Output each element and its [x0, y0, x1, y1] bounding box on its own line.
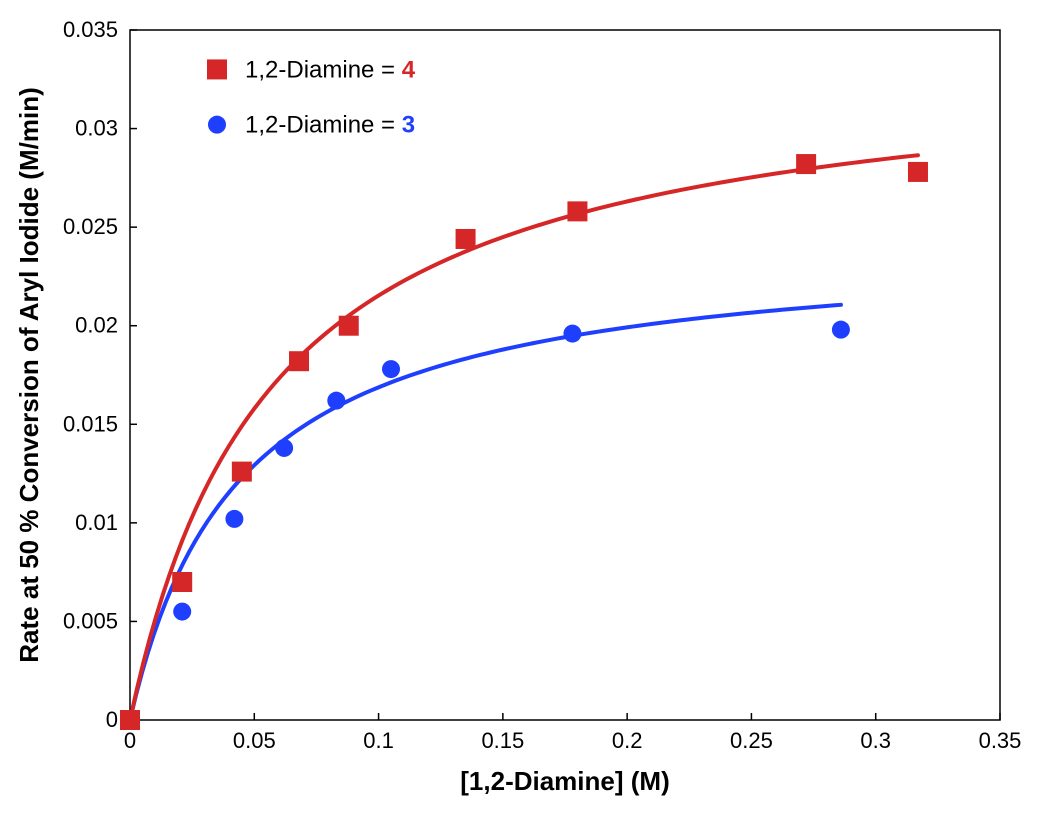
data-point-3 — [275, 439, 293, 457]
data-point-4 — [339, 316, 359, 336]
data-point-4 — [289, 351, 309, 371]
x-tick-label: 0.15 — [481, 728, 524, 753]
legend-label: 1,2-Diamine = 3 — [245, 112, 415, 139]
x-axis-title: [1,2-Diamine] (M) — [460, 766, 669, 796]
x-tick-label: 0.2 — [612, 728, 643, 753]
legend-compound-number: 4 — [402, 56, 416, 83]
legend-compound-number: 3 — [402, 112, 415, 139]
data-point-4 — [567, 201, 587, 221]
y-tick-label: 0 — [106, 707, 118, 732]
data-point-4 — [172, 572, 192, 592]
legend-label: 1,2-Diamine = 4 — [245, 56, 416, 83]
kinetics-scatter-chart: 0 0.05 0.1 0.15 0.2 0.25 0.3 0.35 0 0.005 0.01 0.01… — [0, 0, 1050, 818]
y-tick-label: 0.025 — [63, 214, 118, 239]
y-tick-label: 0.005 — [63, 608, 118, 633]
data-point-3 — [225, 510, 243, 528]
y-tick-label: 0.035 — [63, 17, 118, 42]
data-point-4 — [232, 462, 252, 482]
chart-container: 0 0.05 0.1 0.15 0.2 0.25 0.3 0.35 0 0.005 0.01 0.01… — [0, 0, 1050, 818]
x-tick-label: 0.3 — [860, 728, 891, 753]
y-axis-title: Rate at 50 % Conversion of Aryl Iodide (… — [14, 87, 44, 662]
legend-marker — [208, 116, 226, 134]
data-point-3 — [327, 392, 345, 410]
y-tick-label: 0.02 — [75, 313, 118, 338]
y-tick-label: 0.015 — [63, 411, 118, 436]
x-tick-label: 0.25 — [730, 728, 773, 753]
data-point-4 — [908, 162, 928, 182]
x-tick-label: 0.05 — [233, 728, 276, 753]
data-point-4 — [120, 710, 140, 730]
fit-curve-4 — [130, 155, 918, 720]
y-tick-label: 0.01 — [75, 510, 118, 535]
x-tick-label: 0.35 — [979, 728, 1022, 753]
data-point-4 — [796, 154, 816, 174]
y-tick-label: 0.03 — [75, 116, 118, 141]
x-tick-label: 0.1 — [363, 728, 394, 753]
data-point-3 — [832, 321, 850, 339]
legend-marker — [207, 59, 227, 79]
data-point-3 — [563, 325, 581, 343]
x-tick-label: 0 — [124, 728, 136, 753]
data-point-4 — [456, 229, 476, 249]
data-point-3 — [382, 360, 400, 378]
data-point-3 — [173, 603, 191, 621]
